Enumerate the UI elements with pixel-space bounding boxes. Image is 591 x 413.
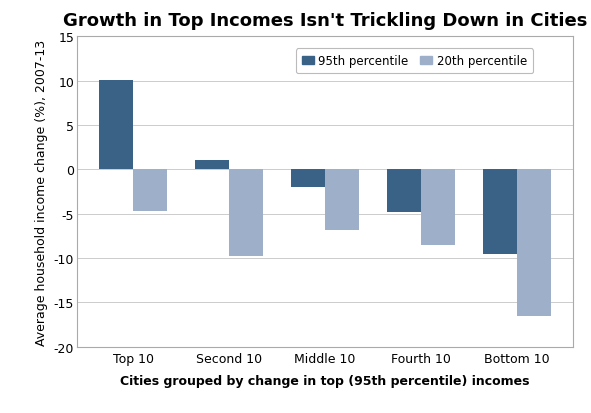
Bar	[133, 170, 167, 211]
Bar	[99, 81, 133, 170]
Bar	[291, 170, 325, 188]
Bar	[421, 170, 454, 245]
Bar	[196, 161, 229, 170]
Bar	[517, 170, 551, 316]
Bar	[388, 170, 421, 212]
Title: Growth in Top Incomes Isn't Trickling Down in Cities: Growth in Top Incomes Isn't Trickling Do…	[63, 12, 587, 30]
X-axis label: Cities grouped by change in top (95th percentile) incomes: Cities grouped by change in top (95th pe…	[121, 374, 530, 387]
Bar	[325, 170, 359, 230]
Bar	[483, 170, 517, 254]
Bar	[229, 170, 262, 256]
Y-axis label: Average household income change (%), 2007-13: Average household income change (%), 200…	[35, 39, 48, 345]
Legend: 95th percentile, 20th percentile: 95th percentile, 20th percentile	[296, 49, 533, 74]
